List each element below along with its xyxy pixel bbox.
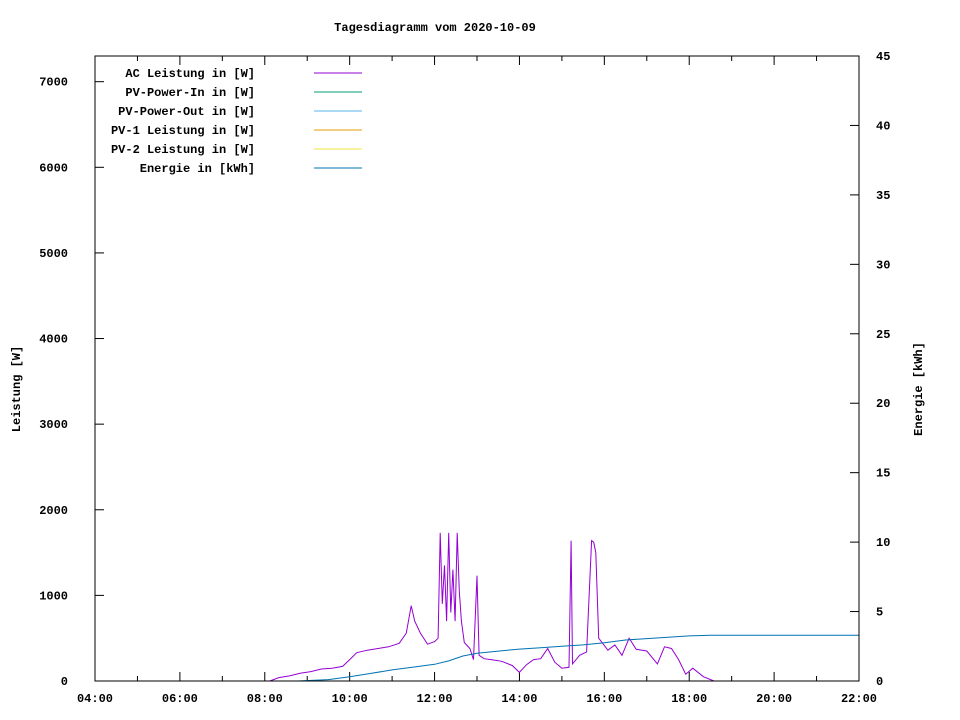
x-tick-label: 08:00 — [247, 692, 283, 706]
legend-label: AC Leistung in [W] — [125, 67, 255, 81]
x-tick-label: 18:00 — [671, 692, 707, 706]
chart-title: Tagesdiagramm vom 2020-10-09 — [334, 21, 536, 35]
y-axis-label: Leistung [W] — [10, 346, 24, 432]
y2-tick-label: 45 — [876, 50, 890, 64]
y-tick-label: 2000 — [39, 504, 68, 518]
y2-tick-label: 10 — [876, 536, 890, 550]
legend-label: PV-1 Leistung in [W] — [111, 124, 255, 138]
x-tick-label: 06:00 — [162, 692, 198, 706]
y2-tick-label: 0 — [876, 675, 883, 689]
x-tick-label: 10:00 — [332, 692, 368, 706]
y-tick-label: 5000 — [39, 247, 68, 261]
series-line — [297, 634, 859, 682]
y-tick-label: 1000 — [39, 589, 68, 603]
x-tick-label: 22:00 — [841, 692, 877, 706]
y2-tick-label: 40 — [876, 119, 890, 133]
y-tick-label: 4000 — [39, 333, 68, 347]
y-tick-label: 6000 — [39, 161, 68, 175]
x-tick-label: 12:00 — [417, 692, 453, 706]
x-tick-label: 20:00 — [756, 692, 792, 706]
legend-label: PV-Power-Out in [W] — [118, 105, 255, 119]
y2-tick-label: 15 — [876, 467, 890, 481]
y2-axis-label: Energie [kWh] — [912, 342, 926, 436]
y-tick-label: 3000 — [39, 418, 68, 432]
series-line — [269, 532, 715, 682]
y2-tick-label: 25 — [876, 328, 890, 342]
y2-tick-label: 5 — [876, 606, 883, 620]
y2-tick-label: 20 — [876, 397, 890, 411]
x-tick-label: 16:00 — [586, 692, 622, 706]
y2-tick-label: 35 — [876, 189, 890, 203]
plot-border — [94, 55, 860, 682]
legend-label: PV-2 Leistung in [W] — [111, 143, 255, 157]
y2-tick-label: 30 — [876, 258, 890, 272]
legend-label: PV-Power-In in [W] — [125, 86, 255, 100]
x-tick-label: 04:00 — [77, 692, 113, 706]
y-tick-label: 7000 — [39, 76, 68, 90]
legend-label: Energie in [kWh] — [140, 162, 255, 176]
y-tick-label: 0 — [61, 675, 68, 689]
x-tick-label: 14:00 — [501, 692, 537, 706]
